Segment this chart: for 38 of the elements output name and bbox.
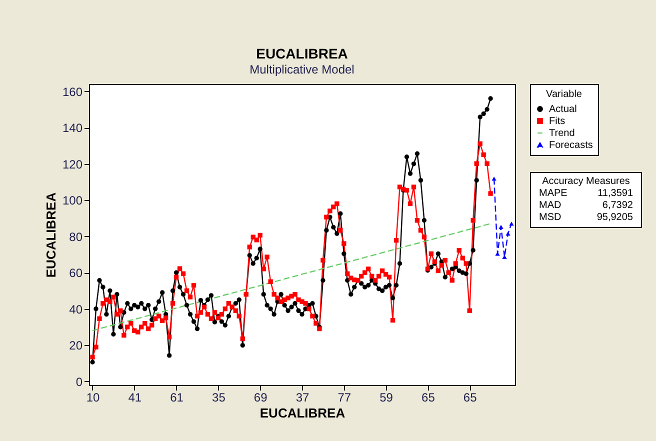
text: Accuracy Measures (541, 176, 631, 188)
chart-title: EUCALIBREA (256, 46, 348, 62)
y-tick-label: 60 (69, 266, 83, 280)
x-tick-label: 35 (212, 390, 226, 404)
point (509, 222, 514, 226)
x-tick-label: 41 (128, 390, 142, 404)
x-tick-label: 77 (338, 390, 352, 404)
y-axis-title: EUCALIBREA (43, 192, 58, 278)
point (502, 254, 507, 260)
x-axis-title: EUCALIBREA (260, 406, 346, 420)
y-tick-label: 80 (69, 230, 83, 244)
y-tick-label: 160 (62, 84, 83, 99)
y-tick-label: 20 (69, 338, 83, 353)
point (506, 232, 510, 236)
legend-label: Actual (549, 104, 577, 115)
x-tick-label: 37 (296, 390, 310, 404)
legend-label: Fits (549, 116, 566, 127)
x-tick-label: 10 (86, 390, 100, 404)
legend-title: Variable (546, 89, 582, 100)
legend-label: Forecasts (549, 140, 593, 151)
legend-label: Trend (549, 128, 575, 139)
text: MAD 6,7392 (539, 200, 633, 211)
y-tick-label: 120 (62, 157, 83, 172)
x-tick-label: 65 (463, 390, 478, 404)
x-tick-label: 65 (422, 390, 436, 404)
point (498, 224, 504, 229)
y-tick-label: 100 (62, 194, 83, 208)
chart-subtitle: Multiplicative Model (250, 62, 354, 76)
line-series (92, 223, 492, 332)
y-tick-label: 140 (62, 121, 83, 136)
point (492, 176, 496, 181)
text: MSD 95,9205 (539, 212, 633, 223)
y-tick-label: 0 (76, 374, 83, 389)
x-tick-label: 61 (170, 390, 184, 404)
text: MAPE 11,3591 (539, 188, 633, 199)
x-tick-label: 69 (254, 390, 268, 404)
x-tick-label: 59 (380, 390, 394, 404)
y-tick-label: 40 (69, 302, 83, 316)
